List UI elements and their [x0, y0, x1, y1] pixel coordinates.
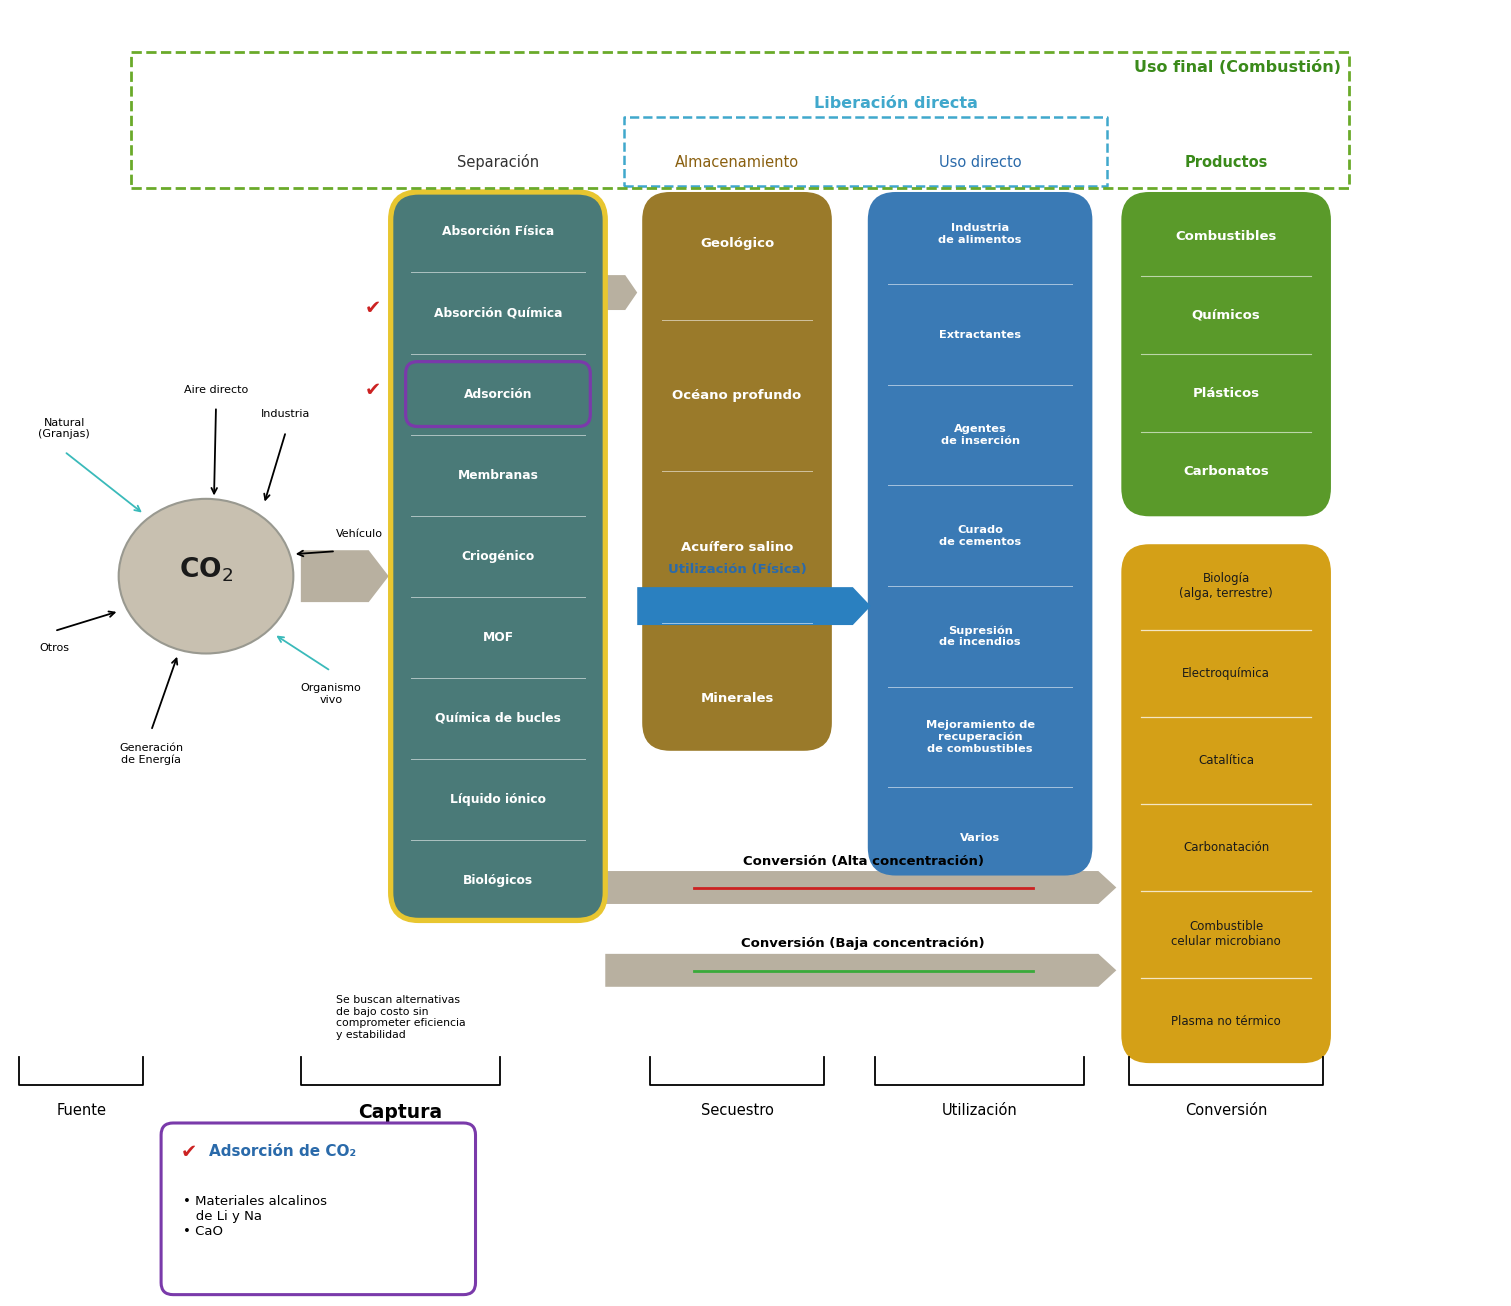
Text: Utilización: Utilización: [941, 1104, 1017, 1118]
Text: Otros: Otros: [39, 643, 70, 653]
Text: Agentes
de inserción: Agentes de inserción: [940, 424, 1020, 445]
Text: Minerales: Minerales: [700, 692, 774, 705]
FancyArrow shape: [606, 276, 638, 310]
Text: Conversión (Baja concentración): Conversión (Baja concentración): [742, 938, 985, 951]
Text: Carbonatos: Carbonatos: [1183, 465, 1269, 478]
Text: Supresión
de incendios: Supresión de incendios: [940, 626, 1021, 648]
Text: Absorción Física: Absorción Física: [441, 226, 555, 239]
Text: Productos: Productos: [1185, 155, 1268, 170]
Text: Membranas: Membranas: [458, 469, 538, 482]
FancyBboxPatch shape: [642, 192, 833, 751]
Text: Industria: Industria: [261, 410, 311, 419]
Text: Almacenamiento: Almacenamiento: [675, 155, 799, 170]
FancyArrow shape: [301, 550, 388, 602]
Text: Acuífero salino: Acuífero salino: [681, 541, 793, 554]
Text: Conversión (Alta concentración): Conversión (Alta concentración): [743, 854, 984, 867]
Text: Aire directo: Aire directo: [184, 384, 248, 394]
Text: Catalítica: Catalítica: [1198, 754, 1254, 767]
FancyArrow shape: [606, 871, 1117, 904]
Text: Criogénico: Criogénico: [461, 550, 535, 563]
Text: Vehículo: Vehículo: [335, 529, 382, 539]
Text: Separación: Separación: [456, 154, 539, 170]
Text: Fuente: Fuente: [56, 1104, 106, 1118]
Text: Captura: Captura: [358, 1104, 443, 1122]
Text: Uso final (Combustión): Uso final (Combustión): [1133, 60, 1340, 76]
Text: • Materiales alcalinos
   de Li y Na
• CaO: • Materiales alcalinos de Li y Na • CaO: [183, 1195, 326, 1238]
Text: Electroquímica: Electroquímica: [1182, 666, 1271, 679]
Text: Combustibles: Combustibles: [1176, 230, 1277, 243]
Text: Combustible
celular microbiano: Combustible celular microbiano: [1171, 921, 1281, 948]
Text: Adsorción: Adsorción: [464, 388, 532, 401]
FancyBboxPatch shape: [1121, 545, 1331, 1063]
FancyBboxPatch shape: [162, 1123, 476, 1294]
Text: Varios: Varios: [959, 833, 1000, 842]
Text: Curado
de cementos: Curado de cementos: [938, 525, 1021, 546]
Text: Generación
de Energía: Generación de Energía: [119, 743, 183, 765]
Text: Biología
(alga, terrestre): Biología (alga, terrestre): [1179, 572, 1272, 601]
FancyBboxPatch shape: [391, 192, 606, 921]
Text: Químicos: Químicos: [1192, 308, 1260, 321]
Text: Utilización (Física): Utilización (Física): [668, 563, 807, 576]
FancyBboxPatch shape: [1121, 192, 1331, 516]
FancyArrow shape: [606, 953, 1117, 987]
Text: CO$_2$: CO$_2$: [178, 556, 233, 584]
Text: Biológicos: Biológicos: [462, 874, 533, 887]
Ellipse shape: [119, 499, 293, 653]
Text: ✔: ✔: [181, 1144, 198, 1162]
Text: Uso directo: Uso directo: [938, 155, 1021, 170]
Text: Océano profundo: Océano profundo: [672, 389, 802, 402]
Text: Secuestro: Secuestro: [701, 1104, 774, 1118]
Text: Se buscan alternativas
de bajo costo sin
comprometer eficiencia
y estabilidad: Se buscan alternativas de bajo costo sin…: [335, 995, 465, 1040]
Text: Industria
de alimentos: Industria de alimentos: [938, 223, 1021, 244]
Text: Extractantes: Extractantes: [938, 329, 1021, 340]
Text: MOF: MOF: [482, 631, 514, 644]
Text: Adsorción de CO₂: Adsorción de CO₂: [209, 1144, 357, 1160]
FancyBboxPatch shape: [867, 192, 1092, 875]
Text: Conversión: Conversión: [1185, 1104, 1268, 1118]
Text: Geológico: Geológico: [700, 238, 774, 251]
Text: Organismo
vivo: Organismo vivo: [301, 683, 361, 704]
Text: Mejoramiento de
recuperación
de combustibles: Mejoramiento de recuperación de combusti…: [926, 720, 1035, 754]
Text: Líquido iónico: Líquido iónico: [450, 793, 545, 806]
Text: Absorción Química: Absorción Química: [434, 307, 562, 320]
Text: ✔: ✔: [364, 299, 381, 319]
Text: ✔: ✔: [364, 380, 381, 400]
Text: Plasma no térmico: Plasma no térmico: [1171, 1015, 1281, 1028]
Text: Natural
(Granjas): Natural (Granjas): [38, 418, 91, 439]
Text: Carbonatación: Carbonatación: [1183, 841, 1269, 854]
Text: Liberación directa: Liberación directa: [814, 97, 978, 111]
Text: Plásticos: Plásticos: [1192, 387, 1260, 400]
FancyArrow shape: [638, 588, 870, 626]
Text: Química de bucles: Química de bucles: [435, 712, 561, 725]
